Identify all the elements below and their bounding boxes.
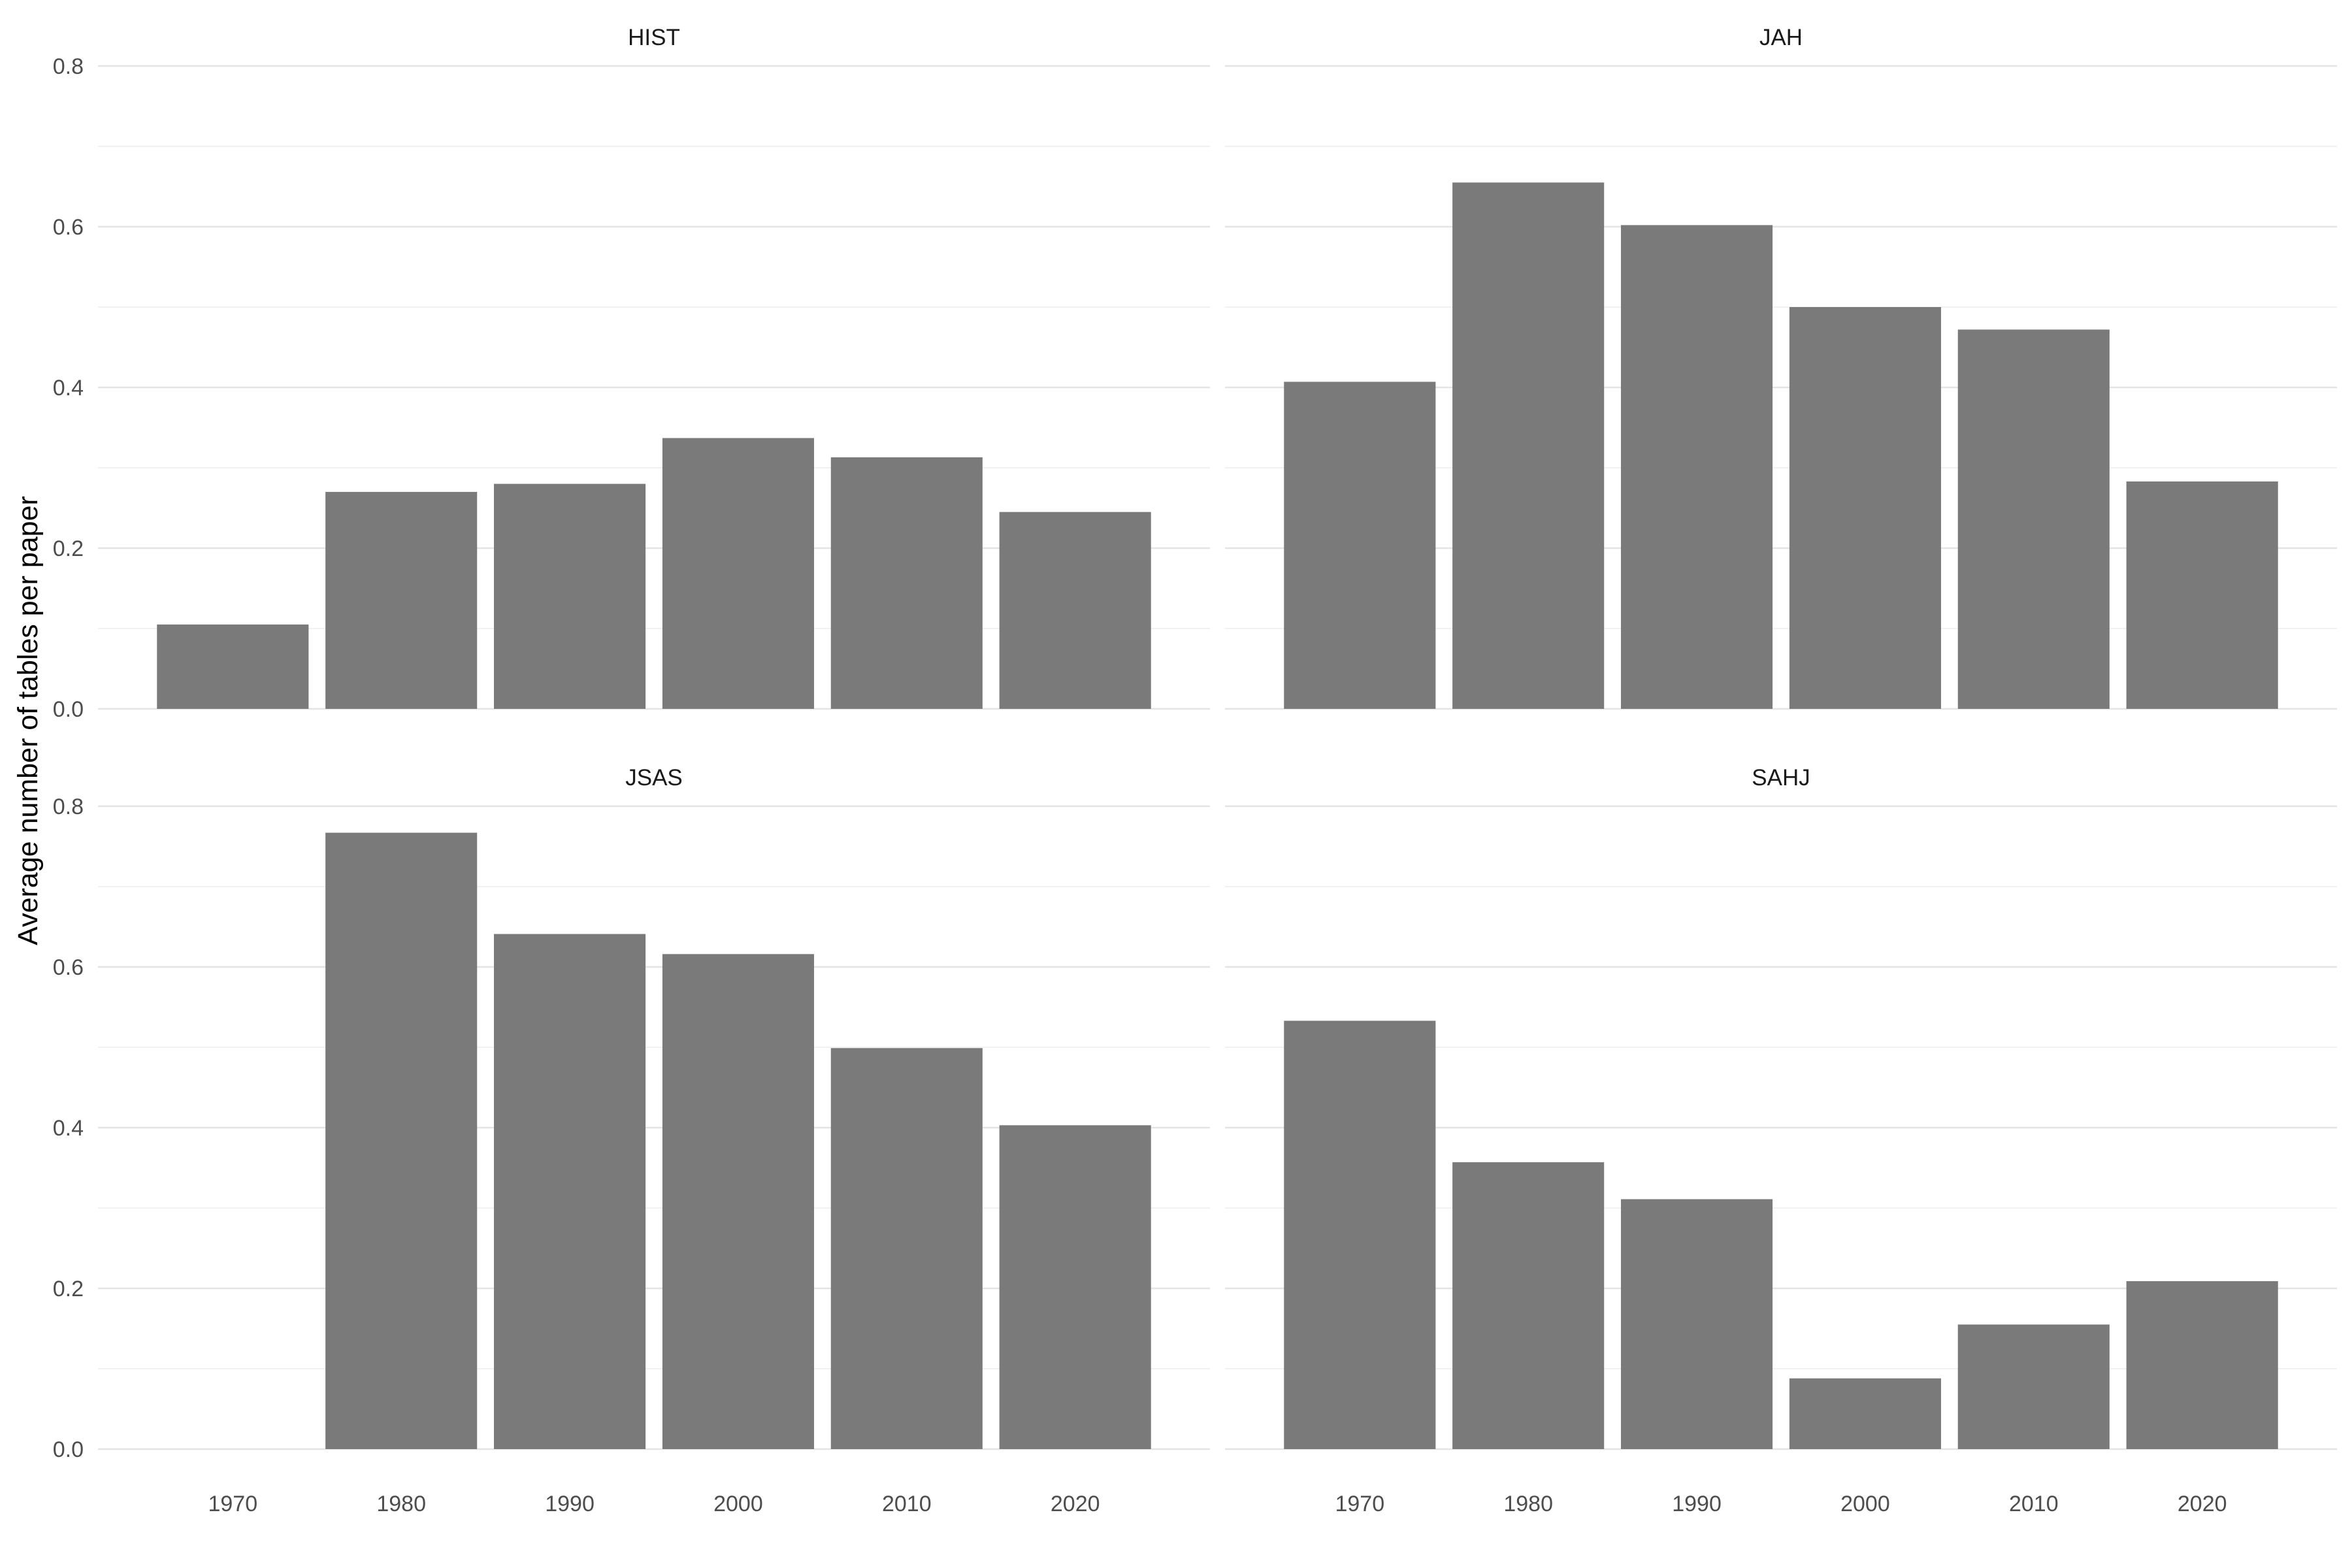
bar-jah-1970	[1284, 382, 1436, 709]
bar-sahj-1990	[1621, 1199, 1773, 1449]
bar-hist-1980	[325, 491, 478, 709]
bar-sahj-2020	[2126, 1281, 2278, 1449]
x-tick-label-1970: 1970	[208, 1492, 257, 1516]
y-tick-label: 0.4	[53, 376, 84, 400]
bar-hist-1990	[494, 483, 646, 709]
x-tick-label-2010: 2010	[882, 1492, 932, 1516]
bar-jsas-2020	[999, 1125, 1151, 1449]
y-axis-title: Average number of tables per paper	[12, 496, 44, 945]
bar-jah-1980	[1452, 182, 1605, 710]
label-layer: HIST 0.0 0.2 0.4 0.6 0.8 JAH JSAS 0.0 0.2 0.4 0.6 0.…	[53, 25, 2227, 1516]
bar-jah-2000	[1789, 307, 1941, 709]
bar-jsas-1990	[494, 934, 646, 1449]
bar-jsas-2010	[830, 1048, 983, 1449]
x-tick-label-2020: 2020	[2178, 1492, 2227, 1516]
y-tick-label: 0.2	[53, 1277, 84, 1301]
bar-hist-2000	[662, 438, 814, 709]
bar-sahj-2010	[1957, 1324, 2110, 1449]
panel-title-sahj: SAHJ	[1752, 765, 1810, 791]
y-tick-label: 0.0	[53, 1437, 84, 1462]
panel-title-hist: HIST	[628, 25, 680, 50]
panel-title-jah: JAH	[1759, 25, 1803, 50]
y-tick-label: 0.2	[53, 536, 84, 561]
y-tick-label: 0.6	[53, 215, 84, 240]
x-tick-label-1980: 1980	[376, 1492, 426, 1516]
bar-hist-2010	[830, 457, 983, 709]
bar-hist-1970	[157, 624, 309, 709]
bar-sahj-2000	[1789, 1378, 1941, 1449]
y-tick-label: 0.6	[53, 955, 84, 980]
bar-jsas-2000	[662, 954, 814, 1449]
bar-jsas-1980	[325, 832, 478, 1449]
bar-jah-2010	[1957, 329, 2110, 709]
x-tick-label-2020: 2020	[1051, 1492, 1100, 1516]
y-tick-label: 0.8	[53, 54, 84, 79]
x-tick-label-2000: 2000	[713, 1492, 763, 1516]
bar-layer	[157, 182, 2278, 1449]
bar-sahj-1980	[1452, 1162, 1605, 1449]
x-tick-label-1970: 1970	[1335, 1492, 1384, 1516]
panel-title-jsas: JSAS	[625, 765, 683, 791]
bar-jah-1990	[1621, 225, 1773, 709]
y-tick-label: 0.0	[53, 697, 84, 722]
x-tick-label-1990: 1990	[1672, 1492, 1722, 1516]
x-tick-label-2000: 2000	[1840, 1492, 1890, 1516]
bar-hist-2020	[999, 512, 1151, 709]
y-tick-label: 0.8	[53, 794, 84, 819]
x-tick-label-2010: 2010	[2009, 1492, 2059, 1516]
bar-jah-2020	[2126, 481, 2278, 709]
x-tick-label-1990: 1990	[545, 1492, 595, 1516]
x-tick-label-1980: 1980	[1503, 1492, 1553, 1516]
bar-sahj-1970	[1284, 1021, 1436, 1449]
y-tick-label: 0.4	[53, 1116, 84, 1141]
